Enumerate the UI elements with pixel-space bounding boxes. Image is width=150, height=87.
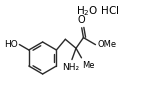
Text: OMe: OMe	[98, 40, 117, 49]
Text: NH₂: NH₂	[62, 63, 80, 72]
Text: O: O	[78, 15, 86, 25]
Text: Me: Me	[82, 61, 95, 70]
Text: H$_2$O HCl: H$_2$O HCl	[76, 4, 119, 18]
Text: HO: HO	[4, 40, 17, 49]
